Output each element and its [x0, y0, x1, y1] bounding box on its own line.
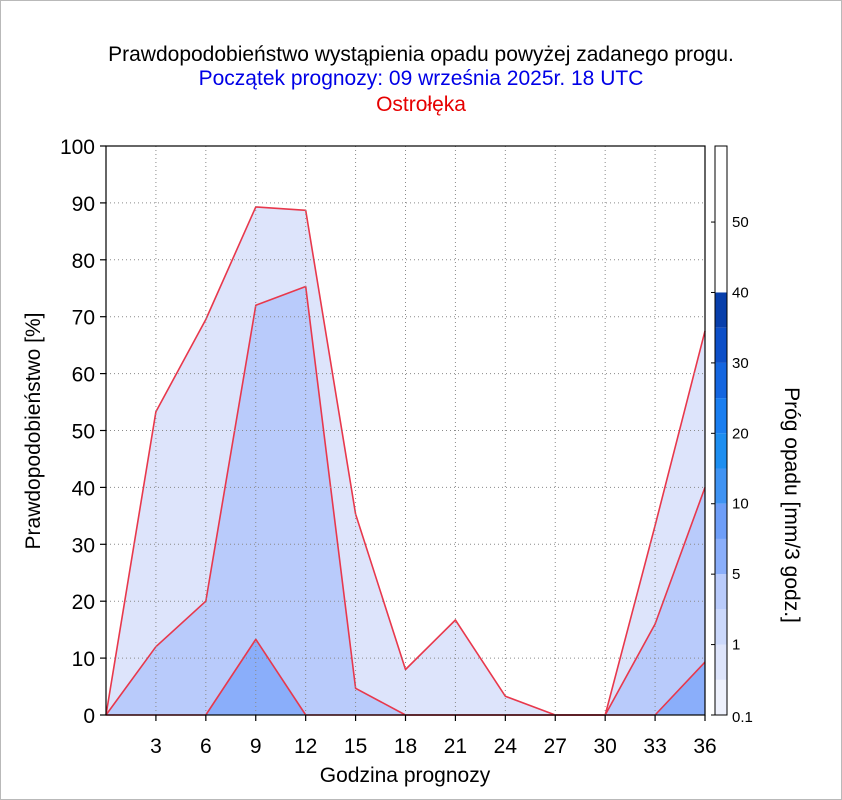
colorbar-segment: [715, 679, 727, 715]
grid-lines: [106, 146, 705, 715]
colorbar-tick-label: 1: [732, 637, 740, 654]
x-tick-label: 18: [394, 735, 417, 758]
colorbar-frame: [714, 145, 728, 716]
colorbar-segment: [715, 362, 727, 399]
colorbar: 0.1 1 5 10 20 30 40 50: [711, 145, 753, 726]
colorbar-tick-label: 5: [732, 566, 740, 583]
colorbar-segment: [715, 503, 727, 539]
colorbar-segment: [715, 644, 727, 680]
y-tick-label: 30: [72, 534, 95, 557]
colorbar-segment: [715, 574, 727, 610]
x-tick-label: 3: [150, 735, 162, 758]
y-tick-label: 20: [72, 591, 95, 614]
chart-location: Ostrołęka: [376, 93, 466, 116]
y-tick-label: 90: [72, 193, 95, 216]
colorbar-segment: [715, 538, 727, 575]
colorbar-segment: [715, 327, 727, 363]
y-tick-label: 100: [60, 136, 95, 159]
chart-title: Prawdopodobieństwo wystąpienia opadu pow…: [108, 43, 734, 66]
colorbar-segment: [715, 398, 727, 434]
y-tick-label: 80: [72, 250, 95, 273]
x-tick-label: 9: [250, 735, 262, 758]
y-tick-label: 60: [72, 364, 95, 387]
colorbar-tick-label: 50: [732, 214, 749, 231]
y-tick-label: 40: [72, 477, 95, 500]
x-tick-label: 12: [294, 735, 317, 758]
colorbar-tick-label: 30: [732, 355, 749, 372]
colorbar-tick-label: 40: [732, 284, 749, 301]
colorbar-segment: [715, 609, 727, 645]
x-tick-label: 6: [200, 735, 212, 758]
colorbar-segment: [715, 468, 727, 504]
x-tick-label: 24: [494, 735, 518, 758]
y-tick-label: 10: [72, 648, 95, 671]
y-tick-label: 0: [83, 705, 95, 728]
x-tick-label: 30: [593, 735, 616, 758]
x-tick-label: 36: [693, 735, 716, 758]
y-tick-label: 70: [72, 307, 95, 330]
x-tick-label: 15: [344, 735, 367, 758]
x-tick-label: 27: [544, 735, 567, 758]
colorbar-tick-label: 0.1: [732, 709, 753, 726]
colorbar-tick-label: 20: [732, 425, 749, 442]
x-tick-label: 33: [643, 735, 666, 758]
y-axis-label: Prawdopodobieństwo [%]: [22, 313, 45, 550]
x-axis-label: Godzina prognozy: [320, 764, 491, 787]
colorbar-segment: [715, 292, 727, 328]
area-threshold-1: [106, 286, 705, 715]
chart-subtitle: Początek prognozy: 09 września 2025r. 18…: [198, 67, 644, 90]
colorbar-tick-label: 10: [732, 496, 749, 513]
y-tick-label: 50: [72, 421, 95, 444]
x-tick-label: 21: [444, 735, 467, 758]
colorbar-segment: [715, 433, 727, 469]
colorbar-label: Próg opadu [mm/3 godz.]: [780, 387, 803, 623]
